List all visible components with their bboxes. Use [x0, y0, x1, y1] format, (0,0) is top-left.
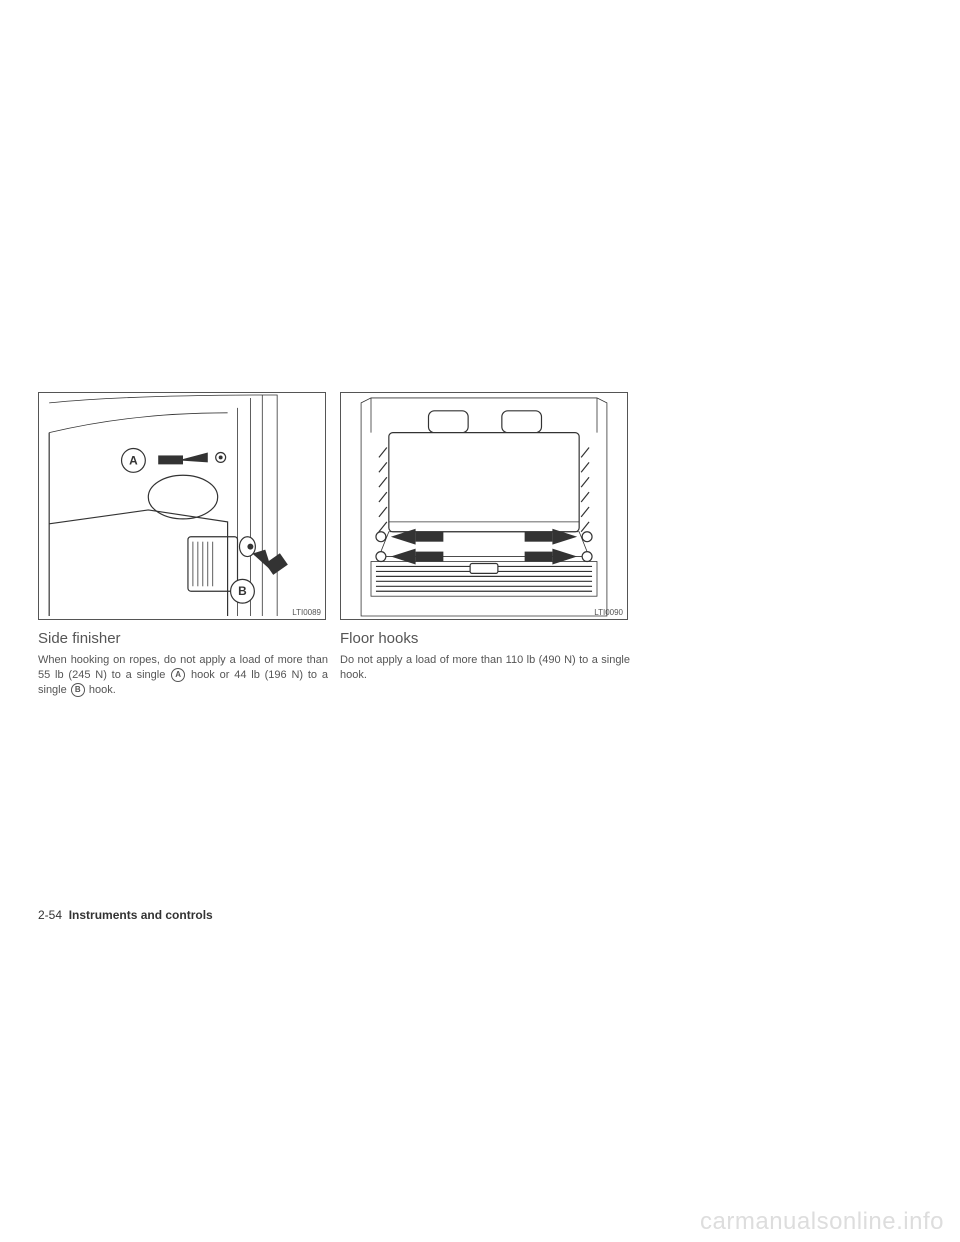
right-column: LTI0090 Floor hooks Do not apply a load … [340, 392, 630, 683]
svg-text:B: B [238, 584, 247, 598]
page-number-text: 2-54 [38, 908, 62, 922]
label-a-inline: A [171, 668, 185, 682]
left-column: A B LTI0089 Side finisher When hooking o… [38, 392, 328, 698]
manual-page: A B LTI0089 Side finisher When hooking o… [0, 0, 960, 1242]
label-b-inline: B [71, 683, 85, 697]
figure-code-left: LTI0089 [292, 608, 321, 617]
floor-hooks-text: Do not apply a load of more than 110 lb … [340, 653, 630, 683]
side-finisher-diagram: A B [39, 393, 325, 619]
text-part-1c: hook. [86, 684, 116, 696]
side-finisher-text: When hooking on ropes, do not apply a lo… [38, 653, 328, 698]
svg-text:A: A [129, 453, 138, 467]
page-footer: 2-54 Instruments and controls [38, 908, 213, 922]
watermark-text: carmanualsonline.info [700, 1208, 944, 1236]
figure-floor-hooks: LTI0090 [340, 392, 628, 620]
figure-side-finisher: A B LTI0089 [38, 392, 326, 620]
floor-hooks-title: Floor hooks [340, 630, 630, 647]
figure-code-right: LTI0090 [594, 608, 623, 617]
side-finisher-title: Side finisher [38, 630, 328, 647]
floor-hooks-diagram [341, 393, 627, 619]
section-name-text: Instruments and controls [69, 908, 213, 922]
